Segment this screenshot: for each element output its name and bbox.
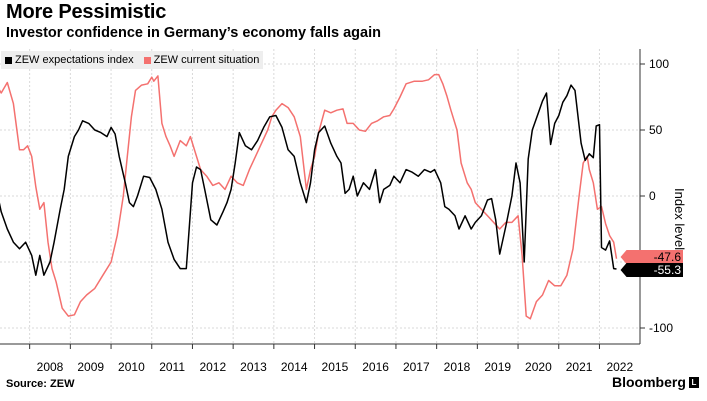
y-tick-label: 0: [649, 189, 656, 203]
chart-subtitle: Investor confidence in Germany’s economy…: [6, 25, 381, 41]
brand-mark-icon: L: [688, 376, 699, 388]
end-label-text-current: -47.6: [654, 250, 682, 264]
end-value-labels: -47.6-55.3: [620, 250, 683, 277]
legend-label-expectations: ZEW expectations index: [15, 54, 134, 66]
x-tick-label: 2014: [281, 360, 308, 374]
y-axis-label: Index level: [672, 188, 687, 251]
x-tick-label: 2020: [525, 360, 552, 374]
end-label-bg-current: [620, 250, 683, 264]
x-tick-label: 2021: [566, 360, 593, 374]
y-tick-label: 100: [649, 57, 669, 71]
x-tick-label: 2013: [240, 360, 267, 374]
x-tick-label: 2009: [77, 360, 104, 374]
end-label-expectations: -55.3: [620, 263, 683, 277]
x-tick-label: 2008: [37, 360, 64, 374]
x-tick-label: 2011: [159, 360, 185, 374]
legend-swatch-current: [143, 56, 151, 64]
end-label-text-expectations: -55.3: [654, 263, 682, 277]
legend: ZEW expectations index ZEW current situa…: [1, 51, 264, 69]
legend-label-current: ZEW current situation: [153, 54, 260, 66]
x-tick-label: 2012: [199, 360, 226, 374]
y-tick-label: 50: [649, 123, 663, 137]
x-axis-ticks: 2008 2009 2010 2011 2012 2013 2014 2015 2016 2017…: [29, 344, 633, 374]
series-line-expectations: [0, 84, 617, 276]
source-note: Source: ZEW: [6, 378, 75, 390]
x-tick-label: 2017: [403, 360, 430, 374]
x-tick-label: 2018: [444, 360, 471, 374]
end-label-current: -47.6: [620, 250, 683, 264]
x-tick-label: 2022: [606, 360, 633, 374]
x-tick-label: 2016: [362, 360, 389, 374]
brand-name: Bloomberg: [612, 374, 686, 390]
chart-title: More Pessimistic: [6, 1, 167, 23]
x-tick-label: 2010: [118, 360, 145, 374]
x-tick-label: 2019: [484, 360, 511, 374]
legend-item-current: ZEW current situation: [143, 54, 260, 66]
x-tick-label: 2015: [322, 360, 349, 374]
series-line-current: [0, 73, 618, 320]
legend-swatch-expectations: [5, 56, 12, 64]
y-tick-label: -100: [649, 321, 673, 335]
legend-item-expectations: ZEW expectations index: [5, 54, 134, 66]
bloomberg-logo: Bloomberg L: [612, 374, 699, 390]
end-label-bg-expectations: [620, 263, 683, 277]
series-lines: [0, 73, 618, 320]
grid-lines: [0, 49, 640, 344]
